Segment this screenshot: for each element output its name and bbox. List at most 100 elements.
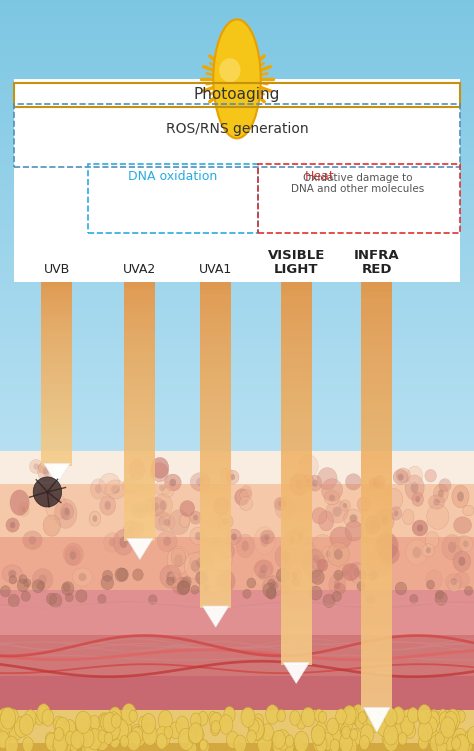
Bar [281, 421, 311, 425]
Bar [361, 651, 392, 656]
Bar [281, 315, 311, 320]
Ellipse shape [467, 727, 474, 744]
Ellipse shape [302, 549, 325, 578]
Bar [42, 360, 72, 362]
Bar [124, 499, 155, 502]
Ellipse shape [209, 711, 217, 723]
Bar [42, 459, 72, 461]
Bar [200, 376, 231, 379]
Bar [42, 427, 72, 429]
Bar [42, 454, 72, 457]
Ellipse shape [250, 719, 264, 740]
Bar [281, 502, 311, 507]
Ellipse shape [227, 470, 239, 484]
Bar [281, 382, 311, 387]
Bar [124, 528, 155, 531]
Ellipse shape [254, 526, 275, 554]
Text: Photoaging: Photoaging [194, 87, 280, 102]
Ellipse shape [396, 468, 410, 483]
Ellipse shape [254, 714, 264, 728]
Ellipse shape [132, 726, 146, 746]
Bar [361, 372, 392, 378]
Bar [200, 551, 231, 555]
Ellipse shape [196, 572, 208, 584]
Bar [124, 454, 155, 457]
Bar [124, 489, 155, 492]
Ellipse shape [247, 730, 256, 743]
Bar [124, 324, 155, 327]
Ellipse shape [166, 577, 174, 585]
Ellipse shape [2, 721, 15, 740]
Ellipse shape [418, 711, 428, 725]
Ellipse shape [312, 480, 318, 487]
Bar [361, 314, 392, 319]
Ellipse shape [64, 726, 74, 740]
Ellipse shape [312, 726, 320, 738]
Ellipse shape [379, 544, 399, 564]
Ellipse shape [178, 581, 190, 594]
Bar [124, 521, 155, 524]
Bar [0, 710, 474, 743]
Ellipse shape [337, 565, 354, 581]
Ellipse shape [188, 731, 197, 743]
Bar [124, 518, 155, 521]
Ellipse shape [319, 711, 327, 723]
Bar [281, 339, 311, 344]
Ellipse shape [102, 570, 113, 581]
Ellipse shape [156, 734, 167, 749]
Bar [124, 288, 155, 291]
Ellipse shape [61, 507, 70, 520]
Bar [124, 447, 155, 450]
Bar [42, 353, 72, 355]
Bar [0, 743, 474, 751]
Ellipse shape [171, 548, 186, 566]
Bar [361, 394, 392, 400]
Bar [200, 343, 231, 347]
Ellipse shape [261, 724, 273, 741]
Ellipse shape [124, 520, 138, 538]
Bar [42, 330, 72, 332]
Ellipse shape [118, 719, 131, 738]
Bar [0, 451, 474, 484]
Ellipse shape [367, 596, 374, 604]
Ellipse shape [203, 584, 209, 593]
Bar [200, 351, 231, 355]
Bar [361, 357, 392, 362]
Bar [281, 641, 311, 645]
Ellipse shape [222, 518, 228, 525]
Ellipse shape [8, 709, 18, 724]
Ellipse shape [227, 731, 238, 749]
Ellipse shape [306, 478, 310, 484]
Bar [361, 597, 392, 602]
Bar [281, 330, 311, 334]
Ellipse shape [277, 710, 285, 722]
Bar [281, 300, 311, 306]
Bar [281, 487, 311, 493]
Text: Heat: Heat [305, 170, 335, 182]
Ellipse shape [111, 485, 120, 493]
Ellipse shape [157, 531, 177, 551]
Bar [14, 79, 460, 282]
Ellipse shape [89, 511, 101, 526]
Bar [361, 677, 392, 683]
Bar [361, 463, 392, 469]
Bar [200, 498, 231, 502]
Bar [200, 285, 231, 290]
Ellipse shape [370, 521, 376, 529]
Ellipse shape [453, 734, 468, 751]
Ellipse shape [96, 726, 104, 738]
Bar [124, 421, 155, 424]
Bar [124, 366, 155, 369]
Bar [124, 538, 155, 541]
Ellipse shape [377, 718, 390, 736]
Bar [200, 478, 231, 481]
Bar [281, 545, 311, 550]
Bar [124, 440, 155, 444]
Ellipse shape [292, 578, 300, 587]
Bar [200, 372, 231, 376]
Bar [124, 415, 155, 418]
Ellipse shape [98, 714, 112, 734]
Bar [42, 369, 72, 371]
Ellipse shape [224, 707, 235, 722]
Bar [42, 312, 72, 314]
